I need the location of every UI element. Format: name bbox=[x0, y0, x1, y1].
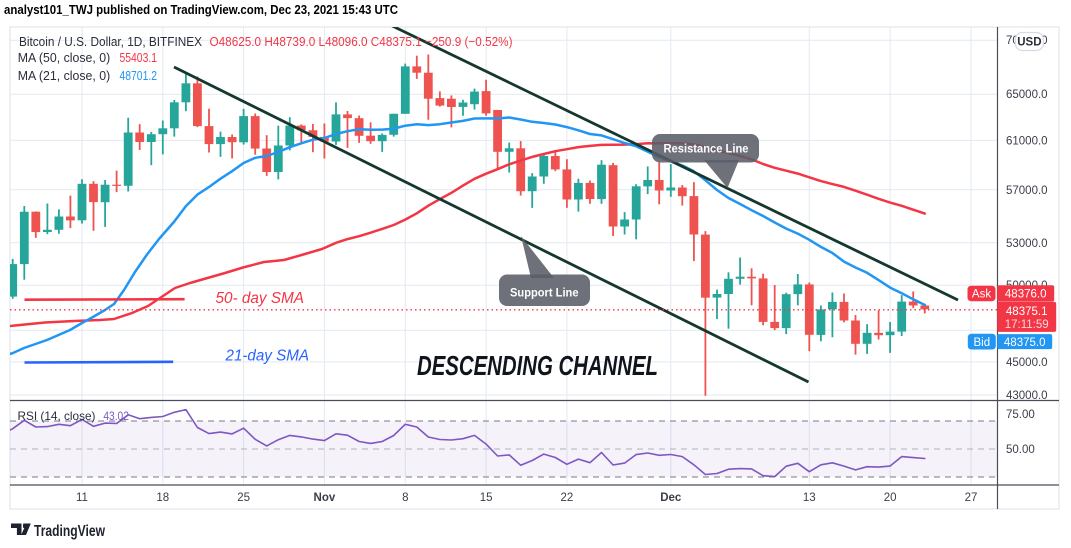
svg-text:11: 11 bbox=[76, 492, 88, 504]
svg-text:TradingView: TradingView bbox=[34, 523, 106, 540]
svg-text:Bid: Bid bbox=[973, 337, 990, 349]
svg-text:57000.0: 57000.0 bbox=[1006, 185, 1048, 197]
svg-text:RSI (14, close): RSI (14, close) bbox=[18, 409, 96, 423]
svg-text:22: 22 bbox=[561, 492, 574, 504]
svg-text:Nov: Nov bbox=[314, 492, 336, 504]
svg-text:48375.1: 48375.1 bbox=[1006, 306, 1048, 318]
svg-text:50.00: 50.00 bbox=[1006, 444, 1035, 456]
svg-text:13: 13 bbox=[803, 492, 816, 504]
svg-text:Resistance Line: Resistance Line bbox=[664, 142, 749, 156]
svg-text:55403.1: 55403.1 bbox=[120, 50, 158, 65]
svg-text:43.02: 43.02 bbox=[103, 409, 128, 423]
svg-text:MA (21, close, 0): MA (21, close, 0) bbox=[18, 68, 111, 83]
svg-text:17:11:59: 17:11:59 bbox=[1005, 319, 1049, 331]
svg-text:MA (50, close, 0): MA (50, close, 0) bbox=[18, 50, 111, 65]
svg-text:USD: USD bbox=[1017, 37, 1041, 49]
svg-text:Bitcoin / U.S. Dollar, 1D, BIT: Bitcoin / U.S. Dollar, 1D, BITFINEX bbox=[19, 34, 202, 49]
svg-text:25: 25 bbox=[237, 492, 250, 504]
svg-text:DESCENDING CHANNEL: DESCENDING CHANNEL bbox=[417, 350, 658, 381]
svg-text:65000.0: 65000.0 bbox=[1006, 89, 1048, 101]
svg-text:8: 8 bbox=[402, 492, 408, 504]
svg-text:27: 27 bbox=[965, 492, 978, 504]
svg-text:48376.0: 48376.0 bbox=[1005, 288, 1047, 300]
svg-text:61000.0: 61000.0 bbox=[1006, 135, 1048, 147]
svg-text:21-day SMA: 21-day SMA bbox=[225, 348, 309, 365]
svg-text:45000.0: 45000.0 bbox=[1006, 357, 1048, 369]
svg-text:analyst101_TWJ published on Tr: analyst101_TWJ published on TradingView.… bbox=[4, 2, 398, 17]
svg-text:20: 20 bbox=[884, 492, 897, 504]
svg-text:53000.0: 53000.0 bbox=[1006, 238, 1048, 250]
svg-text:Ask: Ask bbox=[972, 289, 991, 301]
svg-text:Support Line: Support Line bbox=[510, 286, 579, 300]
svg-text:43000.0: 43000.0 bbox=[1006, 390, 1048, 402]
svg-text:75.00: 75.00 bbox=[1006, 409, 1035, 421]
svg-text:48375.0: 48375.0 bbox=[1004, 337, 1046, 349]
svg-text:48701.2: 48701.2 bbox=[120, 68, 158, 83]
svg-text:50- day SMA: 50- day SMA bbox=[216, 290, 305, 307]
svg-text:Dec: Dec bbox=[660, 492, 682, 504]
svg-text:18: 18 bbox=[156, 492, 169, 504]
svg-text:15: 15 bbox=[480, 492, 493, 504]
svg-text:O48625.0 H48739.0 L48096.0: O48625.0 H48739.0 L48096.0 C48375.1 −250… bbox=[210, 34, 513, 49]
